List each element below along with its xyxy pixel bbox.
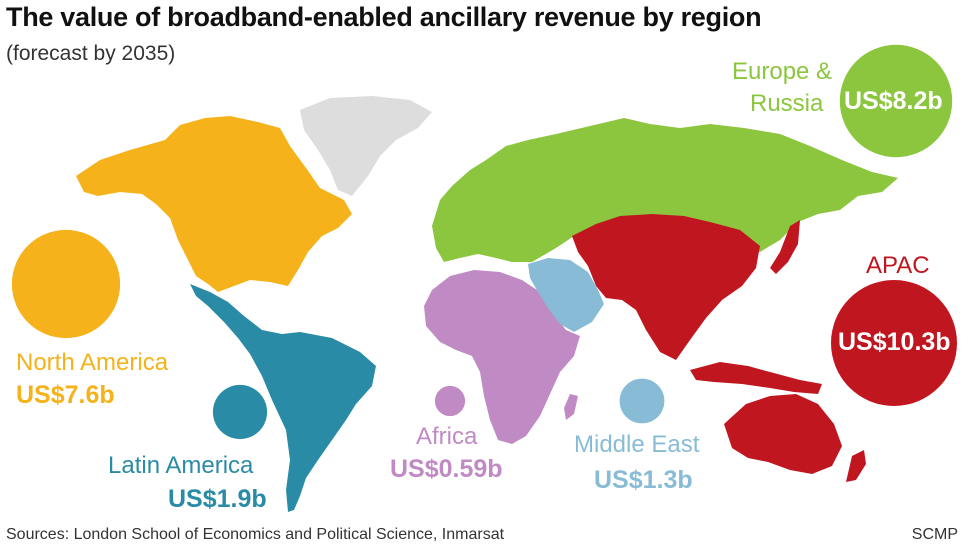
value-middle-east: US$1.3b <box>594 466 693 494</box>
value-latin-america: US$1.9b <box>168 485 267 513</box>
greenland-shape <box>300 96 432 196</box>
bubble-africa <box>434 385 466 417</box>
bubble-latin-america <box>212 384 268 440</box>
new-zealand-shape <box>846 450 866 482</box>
value-north-america: US$7.6b <box>16 381 115 409</box>
value-apac: US$10.3b <box>838 328 951 356</box>
australia-shape <box>724 394 842 474</box>
label-apac: APAC <box>866 252 930 279</box>
bubble-north-america <box>11 229 121 339</box>
africa-shape <box>424 270 580 444</box>
japan-shape <box>770 220 800 274</box>
credit-label: SCMP <box>911 526 958 543</box>
bubble-europe-russia <box>839 44 953 158</box>
chart-subtitle: (forecast by 2035) <box>6 42 176 65</box>
indonesia-shape <box>690 362 822 394</box>
label-latin-america: Latin America <box>108 452 254 479</box>
north-america-shape <box>76 116 352 292</box>
label-north-america: North America <box>16 349 169 376</box>
bubble-apac <box>831 280 957 406</box>
europe-russia-shape <box>432 118 898 262</box>
label-africa: Africa <box>416 423 478 450</box>
source-note: Sources: London School of Economics and … <box>6 526 505 543</box>
label-europe-russia-line1: Europe & <box>732 58 833 85</box>
bubble-middle-east <box>619 378 665 424</box>
value-europe-russia: US$8.2b <box>844 87 943 115</box>
latin-america-shape <box>190 284 376 512</box>
label-middle-east: Middle East <box>574 431 700 458</box>
apac-shape <box>572 214 760 360</box>
chart-title: The value of broadband-enabled ancillary… <box>6 2 762 32</box>
value-africa: US$0.59b <box>390 455 503 483</box>
madagascar-shape <box>564 394 578 420</box>
label-europe-russia-line2: Russia <box>750 90 824 117</box>
middle-east-shape <box>528 258 604 332</box>
